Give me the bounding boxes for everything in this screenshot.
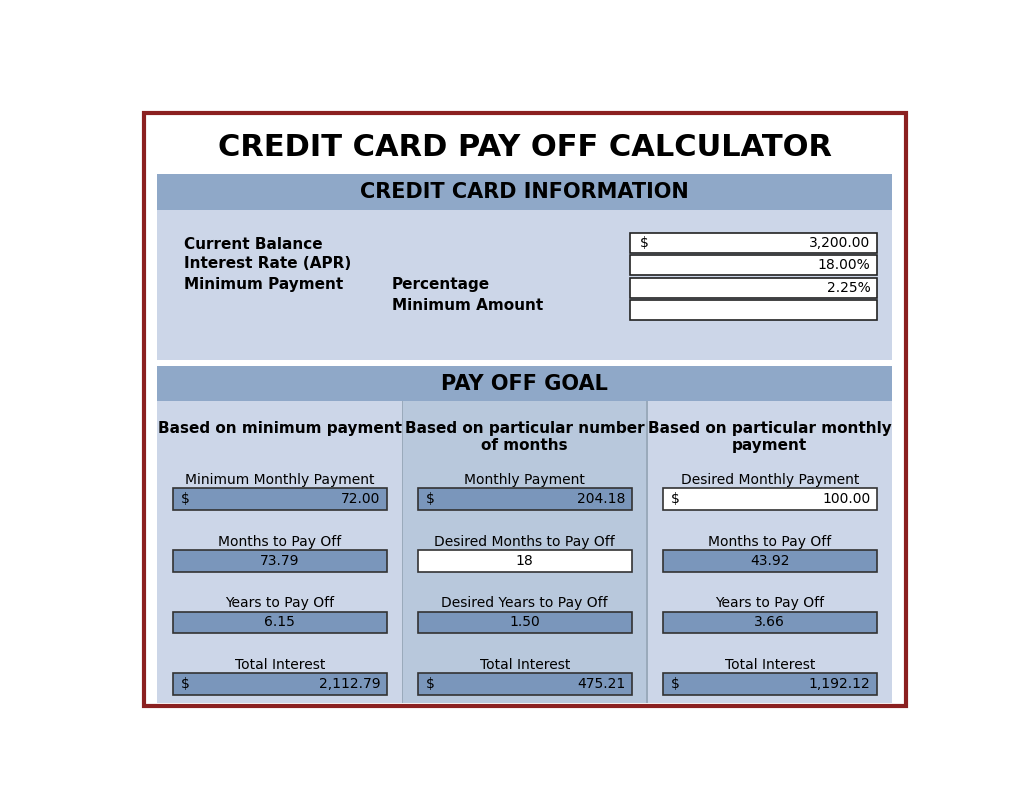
FancyBboxPatch shape [418, 488, 632, 510]
Text: 2,112.79: 2,112.79 [319, 677, 381, 691]
FancyBboxPatch shape [173, 488, 387, 510]
Text: 72.00: 72.00 [341, 492, 381, 506]
Text: $: $ [426, 492, 434, 506]
Text: Monthly Payment: Monthly Payment [464, 473, 586, 487]
FancyBboxPatch shape [663, 488, 877, 510]
Text: 3.66: 3.66 [755, 616, 785, 629]
Text: $: $ [671, 677, 679, 691]
Text: Months to Pay Off: Months to Pay Off [708, 534, 831, 549]
FancyBboxPatch shape [402, 401, 647, 702]
FancyBboxPatch shape [418, 673, 632, 695]
Text: Desired Years to Pay Off: Desired Years to Pay Off [441, 596, 608, 611]
FancyBboxPatch shape [158, 174, 892, 210]
Text: Current Balance: Current Balance [183, 237, 323, 251]
Text: Total Interest: Total Interest [725, 658, 815, 672]
Text: 100.00: 100.00 [822, 492, 870, 506]
Text: $: $ [671, 492, 679, 506]
FancyBboxPatch shape [173, 550, 387, 572]
Text: 6.15: 6.15 [264, 616, 295, 629]
FancyBboxPatch shape [173, 673, 387, 695]
Text: 73.79: 73.79 [260, 554, 300, 568]
Text: $: $ [180, 492, 189, 506]
FancyBboxPatch shape [646, 401, 648, 702]
FancyBboxPatch shape [663, 673, 877, 695]
FancyBboxPatch shape [630, 255, 877, 275]
Text: Percentage: Percentage [391, 277, 489, 293]
Text: $: $ [426, 677, 434, 691]
Text: $: $ [180, 677, 189, 691]
Text: 1.50: 1.50 [509, 616, 541, 629]
Text: CREDIT CARD PAY OFF CALCULATOR: CREDIT CARD PAY OFF CALCULATOR [218, 133, 831, 162]
Text: Based on minimum payment: Based on minimum payment [158, 421, 401, 436]
Text: Based on particular monthly
payment: Based on particular monthly payment [648, 421, 892, 453]
Text: Desired Months to Pay Off: Desired Months to Pay Off [434, 534, 615, 549]
Text: 43.92: 43.92 [750, 554, 790, 568]
Text: 1,192.12: 1,192.12 [809, 677, 870, 691]
Text: 18: 18 [516, 554, 534, 568]
FancyBboxPatch shape [663, 550, 877, 572]
FancyBboxPatch shape [663, 611, 877, 633]
Text: Interest Rate (APR): Interest Rate (APR) [183, 256, 351, 271]
FancyBboxPatch shape [630, 277, 877, 298]
Text: 3,200.00: 3,200.00 [809, 236, 870, 250]
FancyBboxPatch shape [418, 550, 632, 572]
Text: Based on particular number
of months: Based on particular number of months [404, 421, 645, 453]
Text: Total Interest: Total Interest [234, 658, 325, 672]
FancyBboxPatch shape [401, 401, 403, 702]
Text: Months to Pay Off: Months to Pay Off [218, 534, 342, 549]
FancyBboxPatch shape [630, 233, 877, 253]
FancyBboxPatch shape [418, 611, 632, 633]
FancyBboxPatch shape [158, 401, 892, 702]
Text: 475.21: 475.21 [578, 677, 626, 691]
Text: Minimum Amount: Minimum Amount [391, 298, 543, 313]
FancyBboxPatch shape [158, 210, 892, 360]
FancyBboxPatch shape [630, 300, 877, 320]
Text: CREDIT CARD INFORMATION: CREDIT CARD INFORMATION [360, 182, 689, 202]
Text: Total Interest: Total Interest [479, 658, 570, 672]
Text: $: $ [640, 236, 648, 250]
Text: Minimum Payment: Minimum Payment [183, 277, 343, 293]
Text: Years to Pay Off: Years to Pay Off [225, 596, 335, 611]
FancyBboxPatch shape [173, 611, 387, 633]
FancyBboxPatch shape [158, 366, 892, 401]
Text: Desired Monthly Payment: Desired Monthly Payment [681, 473, 859, 487]
Text: 2.25%: 2.25% [826, 281, 870, 294]
Text: 18.00%: 18.00% [818, 258, 870, 272]
Text: Minimum Monthly Payment: Minimum Monthly Payment [185, 473, 375, 487]
Text: Years to Pay Off: Years to Pay Off [715, 596, 824, 611]
FancyBboxPatch shape [143, 113, 906, 706]
Text: 204.18: 204.18 [578, 492, 626, 506]
Text: PAY OFF GOAL: PAY OFF GOAL [441, 374, 608, 394]
